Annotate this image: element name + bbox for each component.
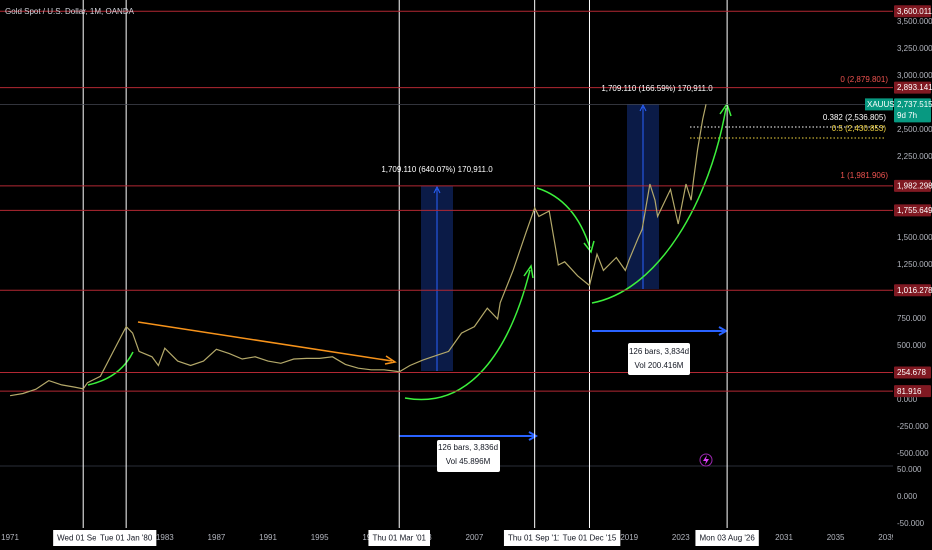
arrow-head (718, 326, 729, 336)
countdown-label: 9d 7h (897, 111, 917, 120)
level-label: 1,755.649 (897, 206, 932, 215)
x-tick-label: 2007 (466, 533, 484, 542)
date-marker-box (368, 530, 431, 546)
range-label: Vol 45.896M (446, 457, 491, 466)
level-label: 1,982.298 (897, 182, 932, 191)
y-tick-label: 0.000 (897, 395, 918, 404)
last-price-box (894, 98, 931, 123)
level-label: 1,016.278 (897, 286, 932, 295)
arrow-head (384, 355, 397, 365)
arrow-head (523, 264, 534, 279)
range-label: 126 bars, 3,836d (438, 443, 498, 452)
y-tick-label: 3,500.000 (897, 17, 932, 26)
y-tick-label: 500.000 (897, 341, 926, 350)
alert-icon[interactable] (699, 453, 713, 467)
fib-label: 0 (2,879.801) (840, 75, 888, 84)
level-box (894, 204, 931, 217)
annotations: 0 (2,879.801) 0.382 (2,536.805) 0.5 (2,4… (5, 7, 888, 472)
date-marker-label: Thu 01 Sep '11 (508, 534, 562, 543)
level-box (894, 179, 931, 192)
trend-line (137, 321, 393, 362)
fib-label: 0.382 (2,536.805) (823, 113, 886, 122)
date-marker-box (503, 530, 566, 546)
level-box (894, 284, 931, 297)
plot-area (0, 102, 893, 467)
x-tick-label: 2035 (827, 533, 845, 542)
y-tick-label: 2,250.000 (897, 152, 932, 161)
x-tick-label: 1983 (156, 533, 174, 542)
y-tick-label: 1,500.000 (897, 233, 932, 242)
level-label: 254.678 (897, 368, 926, 377)
x-tick-label: 2031 (775, 533, 793, 542)
x-tick-label: 2023 (672, 533, 690, 542)
level-label: 81.916 (897, 387, 922, 396)
measure-label: 1,709.110 (166.59%) 170,911.0 (601, 84, 713, 93)
x-tick-label: 1987 (208, 533, 226, 542)
date-marker-box (95, 530, 157, 546)
level-label: 3,600.011 (897, 7, 932, 16)
y-tick-label: 1,250.000 (897, 260, 932, 269)
arrow-head (583, 240, 595, 254)
fib-label: 1 (1,981.906) (840, 171, 888, 180)
arrow-head (433, 185, 441, 194)
curve-arrow (536, 187, 591, 249)
indicator-tick-label: 50.000 (897, 465, 922, 474)
x-tick-label: 2019 (620, 533, 638, 542)
curve-arrow (87, 351, 134, 386)
indicator-tick-label: 0.000 (897, 492, 918, 501)
x-tick-label: 1971 (1, 533, 19, 542)
date-marker-label: Tue 01 Dec '15 (563, 534, 617, 543)
date-marker-label: Thu 01 Mar '01 (372, 534, 426, 543)
y-tick-label: 750.000 (897, 314, 926, 323)
chart-title: Gold Spot / U.S. Dollar, 1M, OANDA (5, 7, 135, 16)
y-tick-label: -500.000 (897, 449, 929, 458)
level-box (894, 366, 931, 379)
level-box (894, 5, 931, 18)
date-marker-label: Mon 03 Aug '26 (699, 534, 755, 543)
symbol-box (865, 98, 893, 111)
y-tick-label: 3,250.000 (897, 44, 932, 53)
measure-label: 1,709.110 (640.07%) 170,911.0 (381, 165, 493, 174)
curve-arrow (591, 107, 727, 304)
date-marker-label: Wed 01 Sep '7 (57, 534, 110, 543)
alert-icon-bolt (703, 455, 709, 465)
x-tick-label: 1995 (311, 533, 329, 542)
level-box (894, 385, 931, 398)
y-tick-label: -250.000 (897, 422, 929, 431)
curve-arrow (404, 269, 531, 401)
arrow-head (528, 431, 539, 441)
level-box (894, 81, 931, 94)
arrow-head (639, 103, 647, 112)
date-marker-label: Tue 01 Jan '80 (100, 534, 153, 543)
fib-label: 0.5 (2,430.853) (832, 124, 887, 133)
last-price-label: 2,737.515 (897, 100, 932, 109)
indicator-tick-label: -50.000 (897, 519, 925, 528)
date-marker-box (695, 530, 759, 546)
range-box (628, 343, 690, 375)
date-marker-box (558, 530, 621, 546)
range-label: Vol 200.416M (635, 361, 684, 370)
y-tick-label: 3,000.000 (897, 71, 932, 80)
x-tick-label: 1991 (259, 533, 277, 542)
range-box (437, 440, 500, 472)
symbol-label: XAUUSD (867, 100, 901, 109)
level-label: 2,893.141 (897, 83, 932, 92)
range-label: 126 bars, 3,834d (629, 347, 689, 356)
x-tick-label: 2039 (878, 533, 896, 542)
y-tick-label: 2,500.000 (897, 125, 932, 134)
price-line (9, 104, 707, 397)
